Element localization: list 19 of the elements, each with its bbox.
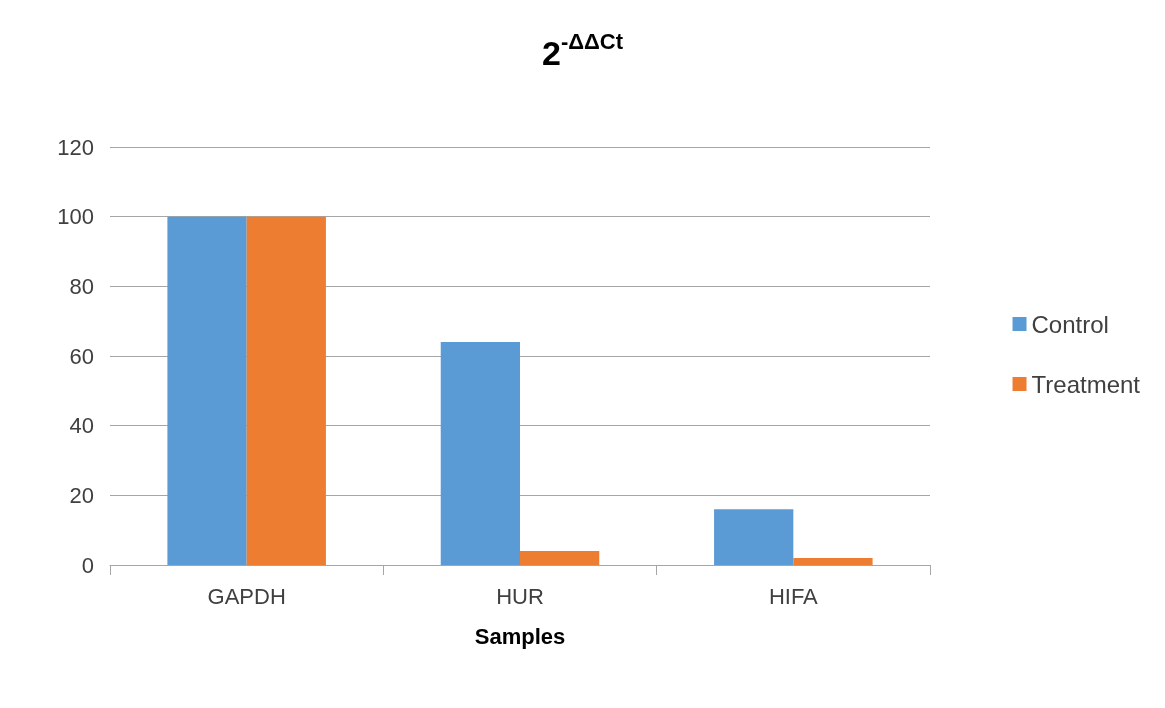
x-axis-title: Samples <box>474 623 566 649</box>
x-tick-label: GAPDH <box>207 583 286 609</box>
bar <box>714 509 794 565</box>
y-tick-label: 60 <box>69 343 94 369</box>
y-tick-label: 20 <box>69 482 94 508</box>
bar <box>246 216 326 565</box>
y-tick-label: 0 <box>81 552 94 578</box>
bar <box>520 551 600 565</box>
x-tick-label: HIFA <box>768 583 819 609</box>
y-tick-label: 40 <box>69 413 94 439</box>
y-tick-label: 80 <box>69 273 94 299</box>
bar <box>793 558 873 565</box>
y-tick-label: 120 <box>57 134 94 160</box>
y-tick-label: 100 <box>57 204 94 230</box>
legend-label: Treatment <box>1031 370 1141 398</box>
x-tick-label: HUR <box>496 583 544 609</box>
bar <box>167 216 247 565</box>
bar <box>440 342 520 565</box>
legend-label: Control <box>1031 310 1109 338</box>
